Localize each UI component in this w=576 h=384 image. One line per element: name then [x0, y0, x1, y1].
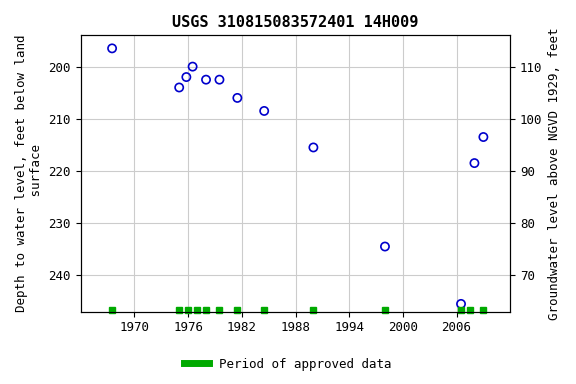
Point [470, 160, 479, 166]
Point [260, 108, 269, 114]
Legend: Period of approved data: Period of approved data [179, 353, 397, 376]
Y-axis label: Groundwater level above NGVD 1929, feet: Groundwater level above NGVD 1929, feet [548, 27, 561, 320]
Point [175, 84, 184, 91]
Title: USGS 310815083572401 14H009: USGS 310815083572401 14H009 [172, 15, 419, 30]
Point [202, 76, 211, 83]
Y-axis label: Depth to water level, feet below land
 surface: Depth to water level, feet below land su… [15, 35, 43, 312]
Point [479, 134, 488, 140]
Point [380, 243, 389, 250]
Point [188, 63, 197, 70]
Point [215, 76, 224, 83]
Point [233, 95, 242, 101]
Point [108, 45, 117, 51]
Point [182, 74, 191, 80]
Point [309, 144, 318, 151]
Point [456, 301, 465, 307]
